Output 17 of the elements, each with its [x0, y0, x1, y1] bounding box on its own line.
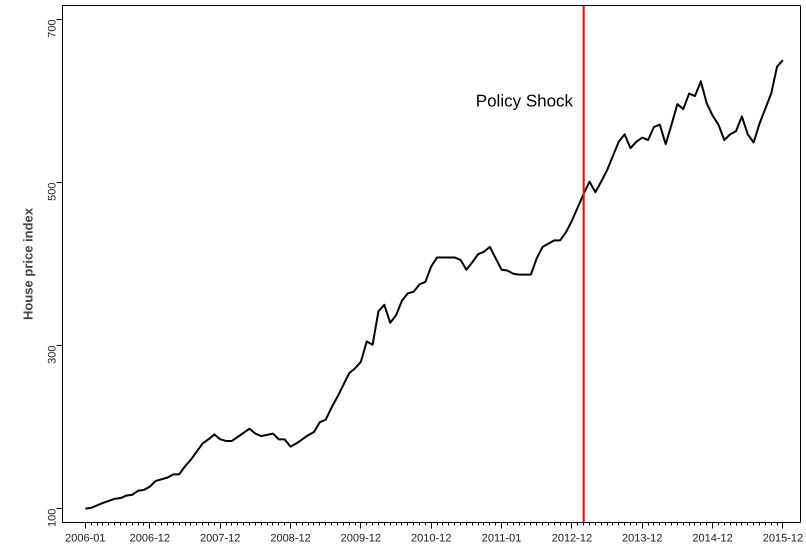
x-tick-label: 2006-01	[65, 532, 106, 544]
y-axis-title: House price index	[20, 207, 36, 320]
x-tick-label: 2013-12	[622, 532, 662, 544]
x-tick-label: 2007-12	[200, 532, 240, 544]
ref-line-label: Policy Shock	[476, 92, 574, 111]
x-tick-label: 2012-12	[552, 532, 592, 544]
x-tick-label: 2014-12	[692, 532, 733, 544]
x-tick-label: 2010-12	[411, 532, 452, 544]
y-tick-label: 300	[46, 346, 58, 364]
y-tick-label: 100	[46, 508, 58, 527]
y-tick-label: 700	[46, 19, 58, 38]
x-tick-label: 2008-12	[270, 532, 311, 544]
x-tick-label: 2011-01	[482, 532, 522, 544]
x-tick-label: 2006-12	[130, 532, 170, 544]
y-tick-label: 500	[46, 182, 58, 201]
x-tick-label: 2015-12	[762, 532, 804, 544]
x-tick-label: 2009-12	[340, 532, 382, 544]
